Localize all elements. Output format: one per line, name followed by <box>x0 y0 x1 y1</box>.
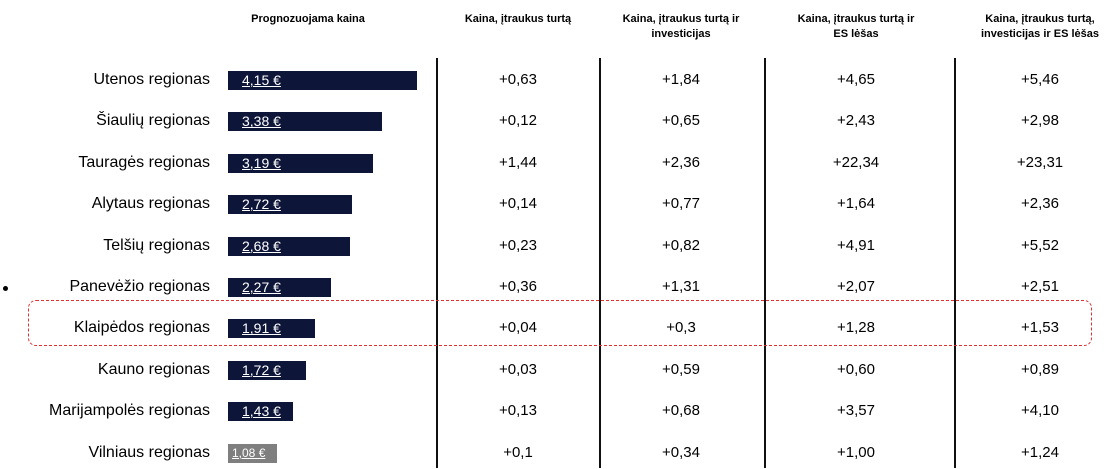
bar <box>228 236 350 256</box>
bar <box>228 278 332 297</box>
table-cell: +2,07 <box>837 278 875 295</box>
bar-header: Prognozuojama kaina <box>251 13 365 25</box>
table-cell: +0,89 <box>1021 360 1059 378</box>
table-cell: +0,04 <box>499 319 537 337</box>
table-cell: +2,36 <box>662 153 700 171</box>
table-cell: +1,53 <box>1021 319 1059 337</box>
table-cell: +0,03 <box>499 360 537 378</box>
table-cell: +4,10 <box>1021 402 1059 420</box>
column-divider <box>954 58 956 468</box>
table-cell: +0,82 <box>662 236 700 254</box>
table-cell: +5,52 <box>1021 236 1059 254</box>
column-header: Kaina, įtraukus turtą ir investicijas <box>622 13 740 40</box>
row-label: Šiaulių regionas <box>96 112 210 130</box>
table-cell: +23,31 <box>1016 153 1064 171</box>
row-label: Kauno regionas <box>97 360 210 378</box>
table-cell: +0,65 <box>662 112 700 130</box>
row-label: Tauragės regionas <box>78 153 210 171</box>
row-label: Telšių regionas <box>103 236 210 254</box>
bar <box>228 319 315 339</box>
bar-value-label: 1,43 € <box>242 403 281 420</box>
table-cell: +2,43 <box>837 112 875 130</box>
table-cell: +1,28 <box>837 319 875 337</box>
bar <box>228 153 374 173</box>
row-label: Utenos regionas <box>93 71 210 88</box>
column-divider <box>599 58 601 468</box>
bar-value-label: 2,68 € <box>242 237 281 254</box>
table-cell: +0,68 <box>662 402 700 420</box>
table-cell: +1,24 <box>1021 443 1059 461</box>
table-cell: +0,12 <box>499 112 537 130</box>
highlight-box <box>28 300 1092 346</box>
table-cell: +0,23 <box>499 236 537 254</box>
table-cell: +0,59 <box>662 360 700 378</box>
column-divider <box>436 58 438 468</box>
table-cell: +4,91 <box>837 236 875 254</box>
table-cell: +0,63 <box>499 71 537 88</box>
row-label: Klaipėdos regionas <box>73 319 210 337</box>
table-cell: +0,1 <box>503 443 533 461</box>
row-label: Alytaus regionas <box>91 195 210 213</box>
bar-value-label: 4,15 € <box>242 72 281 88</box>
table-cell: +1,00 <box>837 443 875 461</box>
table-cell: +0,34 <box>662 443 700 461</box>
bar-value-label: 2,27 € <box>242 279 281 295</box>
bar-value-label: 3,19 € <box>242 154 281 171</box>
table-cell: +1,31 <box>662 278 700 295</box>
row-label: Marijampolės regionas <box>49 402 210 420</box>
bar <box>228 195 352 215</box>
table-cell: +2,98 <box>1021 112 1059 130</box>
column-header: Kaina, įtraukus turtą, investicijas ir E… <box>980 13 1100 40</box>
table-cell: +1,64 <box>837 195 875 213</box>
bar-value-label: 1,91 € <box>242 320 281 337</box>
bar-value-label: 2,72 € <box>242 196 281 213</box>
table-cell: +4,65 <box>837 71 875 88</box>
table-cell: +0,14 <box>499 195 537 213</box>
bar <box>228 443 278 463</box>
column-header: Kaina, įtraukus turtą <box>464 13 572 25</box>
column-divider <box>764 58 766 468</box>
bar <box>228 71 417 90</box>
bar-value-label: 1,08 € <box>232 445 266 460</box>
table-cell: +0,60 <box>837 360 875 378</box>
row-label: Vilniaus regionas <box>88 443 210 461</box>
bar-value-label: 1,72 € <box>242 361 281 378</box>
bar-value-label: 3,38 € <box>242 113 281 130</box>
table-cell: +3,57 <box>837 402 875 420</box>
table-cell: +2,51 <box>1021 278 1059 295</box>
table-cell: +2,36 <box>1021 195 1059 213</box>
table-cell: +0,77 <box>662 195 700 213</box>
table-cell: +0,13 <box>499 402 537 420</box>
table-cell: +1,44 <box>499 153 537 171</box>
table-cell: +5,46 <box>1021 71 1059 88</box>
table-cell: +22,34 <box>832 153 880 171</box>
bullet <box>3 286 8 291</box>
bar <box>228 112 382 132</box>
table-cell: +1,84 <box>662 71 700 88</box>
table-cell: +0,36 <box>499 278 537 295</box>
table-cell: +0,3 <box>666 319 696 337</box>
row-label: Panevėžio regionas <box>69 278 210 295</box>
bar <box>228 402 294 422</box>
bar <box>228 360 307 380</box>
column-header: Kaina, įtraukus turtą ir ES lėšas <box>797 13 915 40</box>
